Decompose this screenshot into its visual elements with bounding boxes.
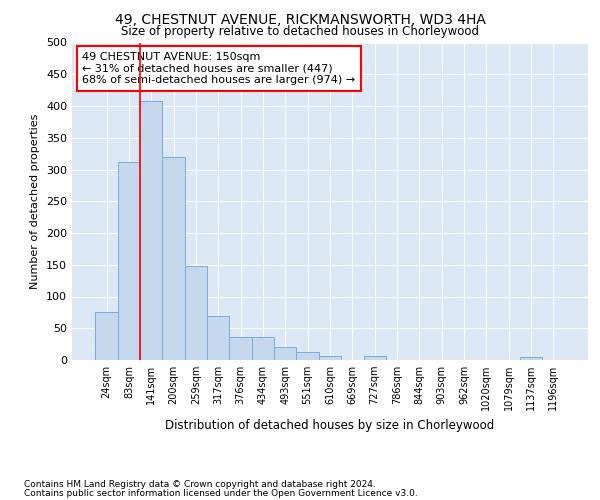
Bar	[319, 356, 341, 360]
X-axis label: Distribution of detached houses by size in Chorleywood: Distribution of detached houses by size …	[166, 418, 494, 432]
Bar	[296, 352, 319, 360]
Bar	[163, 157, 185, 360]
Bar	[118, 162, 140, 360]
Bar	[520, 357, 542, 360]
Bar	[207, 316, 229, 360]
Y-axis label: Number of detached properties: Number of detached properties	[31, 114, 40, 289]
Text: 49, CHESTNUT AVENUE, RICKMANSWORTH, WD3 4HA: 49, CHESTNUT AVENUE, RICKMANSWORTH, WD3 …	[115, 12, 485, 26]
Text: 49 CHESTNUT AVENUE: 150sqm
← 31% of detached houses are smaller (447)
68% of sem: 49 CHESTNUT AVENUE: 150sqm ← 31% of deta…	[82, 52, 355, 85]
Bar	[229, 337, 252, 360]
Text: Contains HM Land Registry data © Crown copyright and database right 2024.: Contains HM Land Registry data © Crown c…	[24, 480, 376, 489]
Bar	[364, 356, 386, 360]
Bar	[274, 348, 296, 360]
Bar	[252, 337, 274, 360]
Bar	[95, 312, 118, 360]
Text: Size of property relative to detached houses in Chorleywood: Size of property relative to detached ho…	[121, 25, 479, 38]
Text: Contains public sector information licensed under the Open Government Licence v3: Contains public sector information licen…	[24, 488, 418, 498]
Bar	[185, 266, 207, 360]
Bar	[140, 101, 163, 360]
